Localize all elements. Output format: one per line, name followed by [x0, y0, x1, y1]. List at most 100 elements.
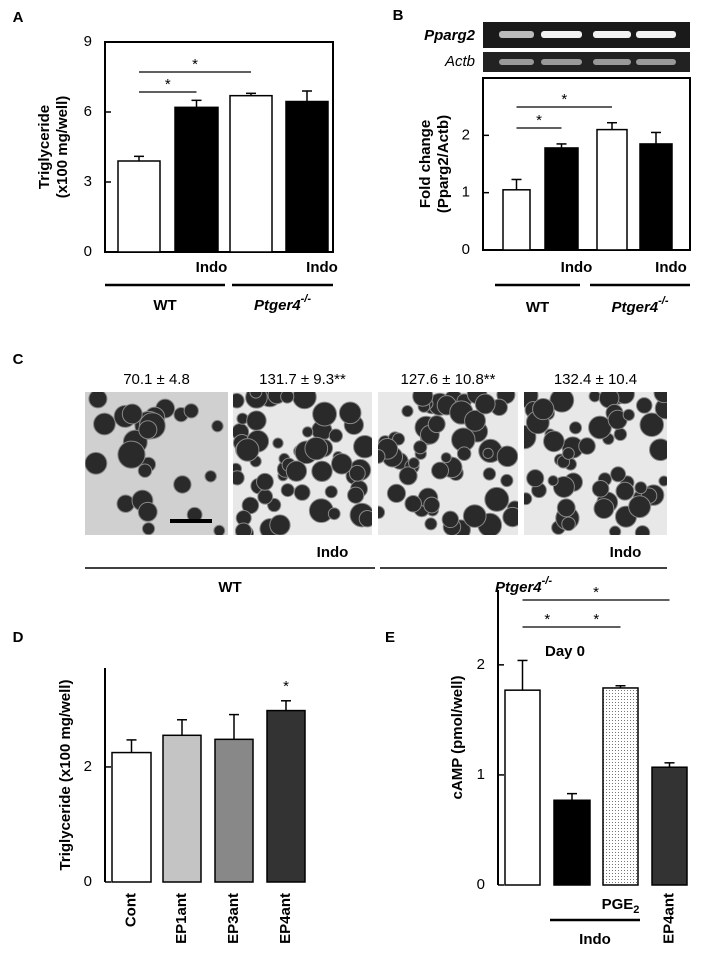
significance-mark: * — [593, 584, 599, 601]
cell — [615, 481, 635, 501]
cell — [348, 464, 366, 482]
cell — [561, 516, 576, 532]
gel-band — [593, 31, 631, 38]
x-tick-label: EP3ant — [225, 893, 242, 944]
significance-mark: * — [283, 678, 289, 695]
x-tick-label: Indo — [317, 544, 349, 561]
cell — [500, 473, 514, 488]
cell — [138, 420, 158, 440]
cell — [543, 430, 565, 453]
group-label: Indo — [579, 931, 611, 948]
cell — [324, 485, 338, 499]
bar — [285, 100, 329, 253]
gel-band — [541, 59, 582, 65]
cell — [634, 481, 648, 495]
group-label: Ptger4-/- — [495, 575, 552, 596]
y-tick-label: 0 — [84, 873, 92, 890]
cell — [404, 494, 422, 513]
group-label-main: Ptger4 — [254, 297, 301, 314]
group-label-sup: -/- — [301, 293, 312, 305]
group-label-main: Ptger4 — [611, 299, 658, 316]
bar — [504, 689, 541, 886]
cell — [613, 427, 628, 442]
cell — [532, 397, 555, 421]
bar — [111, 751, 152, 883]
gel-band — [541, 31, 582, 38]
cell — [233, 470, 245, 486]
group-label-main: WT — [218, 579, 241, 596]
cell — [588, 392, 601, 403]
x-tick-label: Indo — [655, 259, 687, 276]
cell — [301, 426, 314, 438]
cell — [137, 501, 158, 522]
bar — [651, 766, 688, 886]
cell — [413, 440, 428, 455]
gel-band — [499, 31, 534, 38]
group-label: WT — [526, 299, 549, 316]
group-label-main: WT — [153, 297, 176, 314]
cell — [386, 483, 407, 503]
bar — [117, 160, 161, 253]
cell — [358, 509, 372, 528]
cell — [116, 494, 135, 513]
cell — [233, 392, 245, 409]
y-axis-label: Triglyceride (x100 mg/well) — [57, 680, 74, 871]
cell — [234, 522, 253, 535]
x-tick-label: EP1ant — [173, 893, 190, 944]
cell — [431, 461, 450, 480]
cell — [117, 440, 146, 469]
y-tick-label: 2 — [477, 656, 485, 673]
cell — [502, 506, 518, 528]
cell — [593, 498, 615, 519]
x-tick-label: Indo — [610, 544, 642, 561]
cell — [204, 470, 217, 483]
x-tick-label: Indo — [561, 259, 593, 276]
panel-letter: D — [13, 629, 24, 646]
cell — [635, 397, 653, 414]
cell — [628, 495, 651, 519]
y-tick-label: 0 — [477, 876, 485, 893]
bar — [162, 734, 202, 883]
cell — [639, 412, 665, 438]
y-tick-label: 6 — [84, 103, 92, 120]
cell — [398, 466, 418, 486]
cell — [331, 453, 353, 475]
cell — [591, 479, 610, 498]
cell — [412, 392, 434, 407]
cell — [610, 466, 627, 483]
cell — [338, 401, 362, 425]
cell — [327, 507, 341, 521]
cell — [556, 498, 576, 518]
cell — [272, 437, 284, 449]
micrograph-cells — [85, 392, 226, 535]
cell — [562, 447, 575, 460]
cell — [347, 486, 365, 504]
y-tick-label: 0 — [84, 243, 92, 260]
cell — [474, 393, 496, 415]
cell — [285, 460, 308, 482]
cell — [256, 472, 274, 491]
cell — [464, 409, 486, 432]
micrograph-cells — [233, 392, 372, 535]
cell — [526, 469, 545, 488]
group-label: Ptger4-/- — [611, 295, 668, 316]
cell — [441, 510, 460, 529]
cell — [183, 403, 199, 419]
y-tick-label: 1 — [462, 184, 470, 201]
y-axis-label: Triglyceride — [36, 105, 53, 189]
group-label-main: Ptger4 — [495, 579, 542, 596]
significance-mark: * — [192, 56, 198, 73]
cell — [173, 475, 192, 494]
panel-letter: E — [385, 629, 395, 646]
group-label-main: WT — [526, 299, 549, 316]
bar — [229, 94, 273, 253]
cell — [496, 445, 518, 468]
cell — [482, 467, 497, 481]
y-tick-label: 2 — [84, 758, 92, 775]
group-label: WT — [153, 297, 176, 314]
cell — [568, 421, 583, 435]
x-tick-label: Indo — [196, 259, 228, 276]
cell — [293, 484, 311, 501]
cell — [304, 436, 329, 461]
significance-mark: * — [593, 611, 599, 628]
